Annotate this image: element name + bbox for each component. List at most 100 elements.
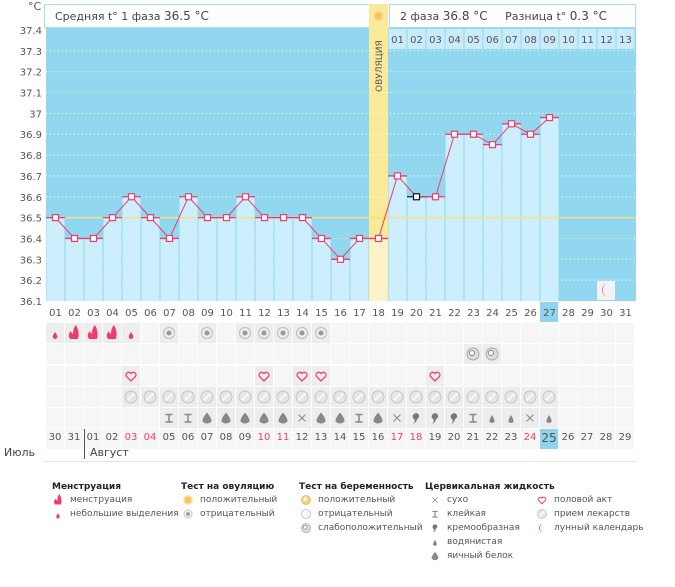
medication-cell[interactable]	[369, 387, 387, 407]
pregnancy-test-cell[interactable]	[616, 344, 634, 364]
menstruation-ovulation-cell[interactable]	[103, 323, 121, 343]
menstruation-ovulation-cell[interactable]	[46, 323, 64, 343]
menstruation-ovulation-cell[interactable]	[483, 323, 501, 343]
pregnancy-test-cell[interactable]	[578, 344, 596, 364]
medication-cell[interactable]	[445, 387, 463, 407]
medication-cell[interactable]	[559, 387, 577, 407]
cervical-fluid-cell[interactable]	[312, 408, 330, 428]
menstruation-ovulation-cell[interactable]	[331, 323, 349, 343]
intercourse-cell[interactable]	[103, 366, 121, 386]
intercourse-cell[interactable]	[331, 366, 349, 386]
menstruation-ovulation-cell[interactable]	[388, 323, 406, 343]
intercourse-cell[interactable]	[388, 366, 406, 386]
medication-cell[interactable]	[464, 387, 482, 407]
pregnancy-test-cell[interactable]	[331, 344, 349, 364]
intercourse-cell[interactable]	[65, 366, 83, 386]
pregnancy-test-cell[interactable]	[426, 344, 444, 364]
cervical-fluid-cell[interactable]	[160, 408, 178, 428]
pregnancy-test-cell[interactable]	[407, 344, 425, 364]
medication-cell[interactable]	[312, 387, 330, 407]
pregnancy-test-cell[interactable]	[483, 344, 501, 364]
menstruation-ovulation-cell[interactable]	[236, 323, 254, 343]
menstruation-ovulation-cell[interactable]	[464, 323, 482, 343]
medication-cell[interactable]	[388, 387, 406, 407]
intercourse-cell[interactable]	[483, 366, 501, 386]
intercourse-cell[interactable]	[540, 366, 558, 386]
menstruation-ovulation-cell[interactable]	[198, 323, 216, 343]
medication-cell[interactable]	[255, 387, 273, 407]
intercourse-cell[interactable]	[521, 366, 539, 386]
cervical-fluid-cell[interactable]	[350, 408, 368, 428]
pregnancy-test-cell[interactable]	[179, 344, 197, 364]
intercourse-cell[interactable]	[236, 366, 254, 386]
intercourse-cell[interactable]	[502, 366, 520, 386]
intercourse-cell[interactable]	[179, 366, 197, 386]
cervical-fluid-cell[interactable]	[426, 408, 444, 428]
cervical-fluid-cell[interactable]	[65, 408, 83, 428]
intercourse-cell[interactable]	[141, 366, 159, 386]
medication-cell[interactable]	[179, 387, 197, 407]
cervical-fluid-cell[interactable]	[502, 408, 520, 428]
medication-cell[interactable]	[160, 387, 178, 407]
cervical-fluid-cell[interactable]	[464, 408, 482, 428]
menstruation-ovulation-cell[interactable]	[293, 323, 311, 343]
medication-cell[interactable]	[217, 387, 235, 407]
cervical-fluid-cell[interactable]	[179, 408, 197, 428]
cervical-fluid-cell[interactable]	[578, 408, 596, 428]
pregnancy-test-cell[interactable]	[84, 344, 102, 364]
medication-cell[interactable]	[426, 387, 444, 407]
menstruation-ovulation-cell[interactable]	[179, 323, 197, 343]
pregnancy-test-cell[interactable]	[65, 344, 83, 364]
pregnancy-test-cell[interactable]	[103, 344, 121, 364]
medication-cell[interactable]	[483, 387, 501, 407]
medication-cell[interactable]	[84, 387, 102, 407]
medication-cell[interactable]	[274, 387, 292, 407]
intercourse-cell[interactable]	[369, 366, 387, 386]
pregnancy-test-cell[interactable]	[293, 344, 311, 364]
medication-cell[interactable]	[578, 387, 596, 407]
medication-cell[interactable]	[65, 387, 83, 407]
menstruation-ovulation-cell[interactable]	[445, 323, 463, 343]
menstruation-ovulation-cell[interactable]	[540, 323, 558, 343]
pregnancy-test-cell[interactable]	[559, 344, 577, 364]
intercourse-cell[interactable]	[274, 366, 292, 386]
menstruation-ovulation-cell[interactable]	[274, 323, 292, 343]
medication-cell[interactable]	[521, 387, 539, 407]
menstruation-ovulation-cell[interactable]	[616, 323, 634, 343]
pregnancy-test-cell[interactable]	[160, 344, 178, 364]
menstruation-ovulation-cell[interactable]	[502, 323, 520, 343]
cervical-fluid-cell[interactable]	[616, 408, 634, 428]
menstruation-ovulation-cell[interactable]	[255, 323, 273, 343]
menstruation-ovulation-cell[interactable]	[350, 323, 368, 343]
medication-cell[interactable]	[236, 387, 254, 407]
pregnancy-test-cell[interactable]	[350, 344, 368, 364]
pregnancy-test-cell[interactable]	[464, 344, 482, 364]
cervical-fluid-cell[interactable]	[407, 408, 425, 428]
pregnancy-test-cell[interactable]	[369, 344, 387, 364]
intercourse-cell[interactable]	[46, 366, 64, 386]
cervical-fluid-cell[interactable]	[293, 408, 311, 428]
intercourse-cell[interactable]	[616, 366, 634, 386]
cervical-fluid-cell[interactable]	[46, 408, 64, 428]
menstruation-ovulation-cell[interactable]	[407, 323, 425, 343]
medication-cell[interactable]	[331, 387, 349, 407]
intercourse-cell[interactable]	[84, 366, 102, 386]
cervical-fluid-cell[interactable]	[445, 408, 463, 428]
cervical-fluid-cell[interactable]	[217, 408, 235, 428]
pregnancy-test-cell[interactable]	[255, 344, 273, 364]
medication-cell[interactable]	[293, 387, 311, 407]
intercourse-cell[interactable]	[312, 366, 330, 386]
intercourse-cell[interactable]	[198, 366, 216, 386]
pregnancy-test-cell[interactable]	[46, 344, 64, 364]
pregnancy-test-cell[interactable]	[445, 344, 463, 364]
pregnancy-test-cell[interactable]	[274, 344, 292, 364]
cervical-fluid-cell[interactable]	[236, 408, 254, 428]
pregnancy-test-cell[interactable]	[217, 344, 235, 364]
menstruation-ovulation-cell[interactable]	[160, 323, 178, 343]
cervical-fluid-cell[interactable]	[103, 408, 121, 428]
intercourse-cell[interactable]	[407, 366, 425, 386]
intercourse-cell[interactable]	[464, 366, 482, 386]
intercourse-cell[interactable]	[597, 366, 615, 386]
intercourse-cell[interactable]	[160, 366, 178, 386]
medication-cell[interactable]	[350, 387, 368, 407]
